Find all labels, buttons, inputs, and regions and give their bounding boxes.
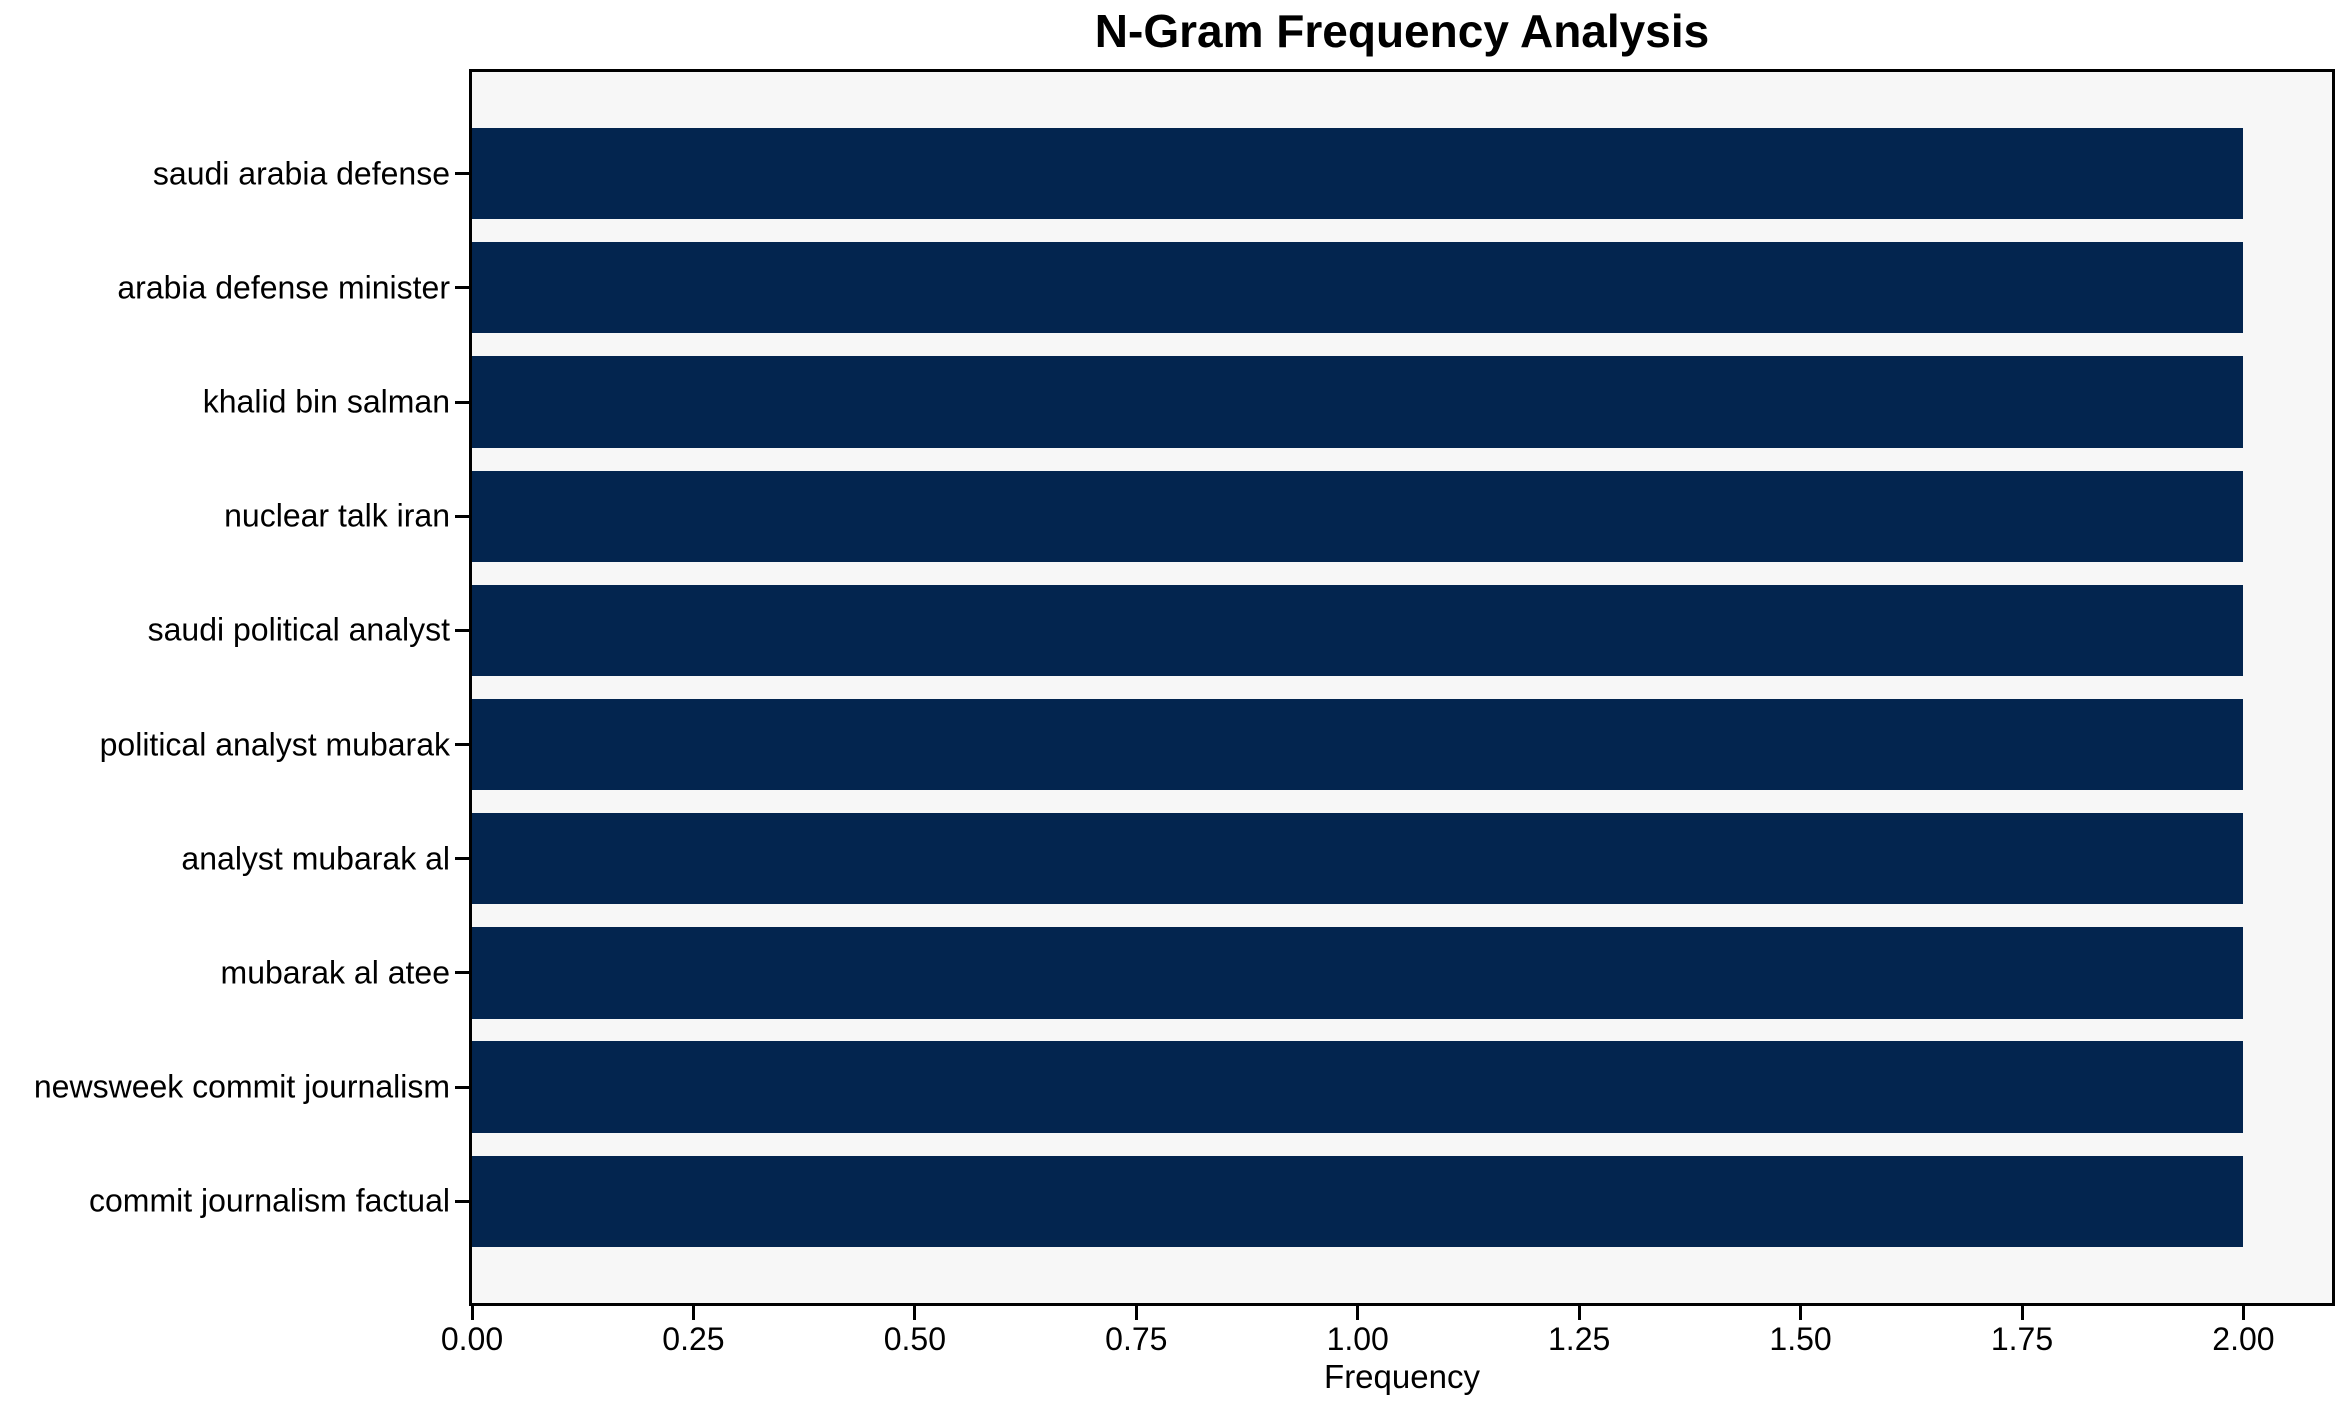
x-tick-mark	[2020, 1306, 2024, 1320]
x-tick-mark	[2241, 1306, 2245, 1320]
bar	[472, 813, 2244, 905]
plot-area	[469, 69, 2335, 1306]
bar	[472, 584, 2244, 677]
y-tick-mark	[455, 628, 469, 632]
x-tick-label: 0.75	[1105, 1321, 1168, 1357]
x-tick-mark	[1134, 1306, 1138, 1320]
bar	[472, 127, 2244, 220]
y-tick-label: arabia defense minister	[117, 269, 450, 306]
y-tick-label: khalid bin salman	[202, 383, 450, 420]
x-tick-label: 1.75	[1990, 1321, 2054, 1357]
bar	[472, 1041, 2244, 1133]
y-tick-label: political analyst mubarak	[99, 726, 450, 763]
bar	[472, 242, 2244, 334]
x-tick-mark	[470, 1306, 474, 1320]
y-tick-mark	[455, 971, 469, 975]
y-tick-mark	[455, 514, 469, 518]
y-tick-label: newsweek commit journalism	[33, 1068, 450, 1105]
y-tick-mark	[455, 743, 469, 747]
x-tick-mark	[913, 1306, 917, 1320]
x-tick-label: 1.25	[1548, 1321, 1611, 1357]
x-tick-label: 0.25	[662, 1321, 725, 1357]
bar	[472, 698, 2244, 791]
y-tick-label: mubarak al atee	[220, 954, 450, 991]
y-tick-label: analyst mubarak al	[181, 840, 450, 877]
y-tick-mark	[455, 1085, 469, 1089]
x-tick-mark	[1577, 1306, 1581, 1320]
y-tick-label: saudi arabia defense	[152, 155, 450, 192]
y-tick-label: nuclear talk iran	[224, 497, 450, 534]
bar	[472, 927, 2244, 1019]
x-tick-label: 1.50	[1769, 1321, 1832, 1357]
y-tick-label: commit journalism factual	[89, 1182, 450, 1219]
x-tick-label: 0.50	[883, 1321, 946, 1357]
x-tick-mark	[691, 1306, 695, 1320]
x-tick-label: 2.00	[2212, 1321, 2275, 1357]
bar	[472, 1155, 2244, 1248]
y-tick-mark	[455, 857, 469, 861]
bar	[472, 356, 2244, 448]
x-axis-title: Frequency	[1324, 1358, 1480, 1395]
y-tick-mark	[455, 400, 469, 404]
x-tick-mark	[1356, 1306, 1360, 1320]
bar	[472, 470, 2244, 562]
chart-title: N-Gram Frequency Analysis	[1094, 5, 1710, 57]
x-tick-label: 1.00	[1326, 1321, 1389, 1357]
y-tick-mark	[455, 1199, 469, 1203]
x-tick-label: 0.00	[440, 1321, 504, 1357]
y-tick-label: saudi political analyst	[147, 611, 450, 648]
y-tick-mark	[455, 172, 469, 176]
x-tick-mark	[1799, 1306, 1803, 1320]
y-tick-mark	[455, 286, 469, 290]
